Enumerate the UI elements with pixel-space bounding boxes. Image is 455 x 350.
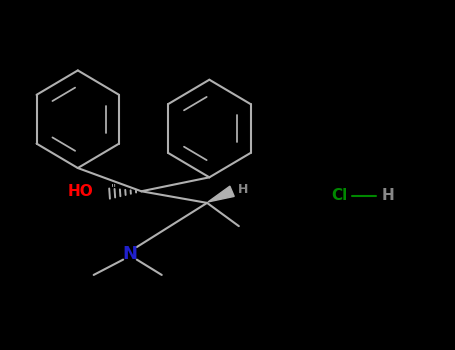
Text: '': '' [111, 183, 117, 193]
Text: Cl: Cl [331, 188, 348, 203]
Text: H: H [238, 183, 248, 196]
Text: N: N [122, 245, 137, 263]
Polygon shape [208, 186, 234, 202]
Text: HO: HO [68, 184, 94, 199]
Text: H: H [382, 188, 394, 203]
